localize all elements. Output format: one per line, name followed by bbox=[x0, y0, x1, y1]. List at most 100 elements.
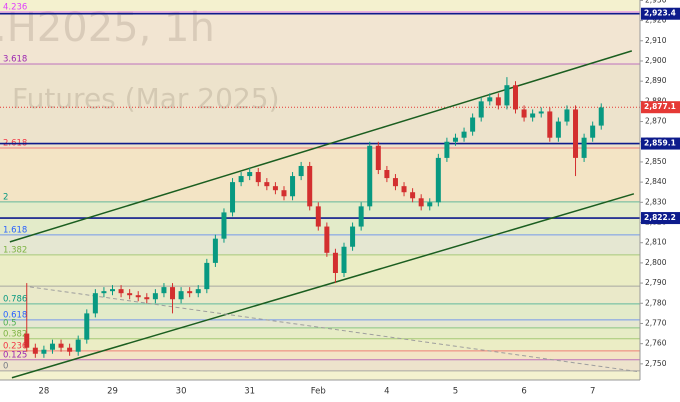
candle-body bbox=[41, 349, 47, 354]
candle-body bbox=[195, 289, 201, 294]
fib-label: 0.5 bbox=[3, 318, 17, 328]
candle-body bbox=[470, 117, 476, 132]
fib-band bbox=[0, 148, 640, 202]
fib-label: 4.236 bbox=[3, 2, 27, 12]
fib-band bbox=[0, 11, 640, 65]
watermark: Futures (Mar 2025) bbox=[12, 82, 280, 115]
y-tick-label: 2,930 bbox=[645, 0, 667, 4]
candle-body bbox=[315, 206, 321, 227]
trend-line bbox=[9, 50, 633, 243]
plot-area: 4.2363.6182.61821.6181.3820.7860.6180.50… bbox=[0, 2, 641, 379]
fib-band bbox=[0, 254, 640, 287]
candle-body bbox=[435, 157, 441, 203]
candle-body bbox=[247, 172, 253, 177]
y-tick-label: 2,920 bbox=[645, 16, 667, 25]
candle-body bbox=[307, 165, 313, 207]
candle-body bbox=[512, 85, 518, 110]
candle-body bbox=[58, 343, 64, 348]
x-tick-label: 28 bbox=[38, 387, 49, 397]
candle-body bbox=[461, 131, 467, 138]
candle-body bbox=[401, 186, 407, 193]
y-tick-label: 2,780 bbox=[645, 298, 667, 307]
fib-label: 0.236 bbox=[3, 341, 27, 351]
candle-body bbox=[75, 339, 81, 352]
candle-body bbox=[178, 291, 184, 300]
candle-body bbox=[410, 192, 416, 199]
candle-body bbox=[49, 343, 55, 350]
candle-body bbox=[555, 121, 561, 138]
fib-label: 0.125 bbox=[3, 350, 27, 360]
fib-label: 2 bbox=[3, 192, 8, 202]
fib-label: 1.382 bbox=[3, 245, 27, 255]
fib-label: 0.786 bbox=[3, 294, 27, 304]
candle-body bbox=[92, 293, 98, 314]
candle-body bbox=[384, 170, 390, 179]
x-tick-label: 29 bbox=[107, 387, 118, 397]
price-axis bbox=[640, 0, 680, 402]
candle-body bbox=[598, 107, 604, 126]
price-tag bbox=[641, 137, 680, 150]
candle-body bbox=[418, 198, 424, 207]
fib-label: 1.618 bbox=[3, 225, 27, 235]
price-tag bbox=[641, 7, 680, 20]
candle-body bbox=[573, 109, 579, 158]
price-tag-label: 2,877.1 bbox=[644, 102, 676, 111]
fib-band bbox=[0, 338, 640, 351]
candle-body bbox=[272, 186, 278, 191]
candle-body bbox=[495, 97, 501, 106]
candle-body bbox=[521, 109, 527, 118]
y-tick-label: 2,850 bbox=[645, 157, 667, 166]
candle-body bbox=[341, 246, 347, 273]
x-tick-label: 30 bbox=[176, 387, 187, 397]
candle-body bbox=[101, 291, 107, 294]
candle-body bbox=[358, 206, 364, 227]
y-tick-label: 2,810 bbox=[645, 238, 667, 247]
candle-body bbox=[367, 145, 373, 207]
candle-body bbox=[212, 238, 218, 263]
candle-body bbox=[118, 289, 124, 294]
fib-label: 0 bbox=[3, 361, 8, 371]
candle-body bbox=[504, 85, 510, 106]
x-tick-label: Feb bbox=[311, 387, 326, 397]
candle-body bbox=[538, 111, 544, 114]
x-tick-label: 4 bbox=[384, 387, 389, 397]
candle-body bbox=[24, 333, 30, 348]
x-tick-label: 6 bbox=[521, 387, 526, 397]
fib-band bbox=[0, 64, 640, 149]
y-tick-label: 2,760 bbox=[645, 339, 667, 348]
price-tag-label: 2,923.4 bbox=[644, 9, 676, 18]
fib-band bbox=[0, 303, 640, 320]
y-tick-label: 2,880 bbox=[645, 96, 667, 105]
candle-body bbox=[392, 178, 398, 187]
candle-body bbox=[530, 113, 536, 118]
candle-body bbox=[324, 226, 330, 253]
candle-body bbox=[590, 125, 596, 138]
candle-body bbox=[281, 190, 287, 197]
y-tick-label: 2,770 bbox=[645, 318, 667, 327]
candle-body bbox=[109, 289, 115, 292]
y-tick-label: 2,870 bbox=[645, 117, 667, 126]
candle-body bbox=[350, 226, 356, 247]
candle-body bbox=[187, 291, 193, 294]
price-tag-label: 2,822.2 bbox=[644, 213, 676, 222]
candle-body bbox=[84, 313, 90, 340]
candle-body bbox=[375, 145, 381, 171]
y-tick-label: 2,890 bbox=[645, 76, 667, 85]
trend-line bbox=[11, 193, 635, 379]
y-tick-label: 2,830 bbox=[645, 197, 667, 206]
candle-body bbox=[444, 141, 450, 158]
candle-body bbox=[204, 262, 210, 290]
price-tag bbox=[641, 212, 680, 225]
candle-body bbox=[298, 165, 304, 177]
candle-body bbox=[144, 297, 150, 300]
candle-body bbox=[427, 202, 433, 207]
y-tick-label: 2,840 bbox=[645, 177, 667, 186]
candle-body bbox=[238, 176, 244, 183]
candle-body bbox=[221, 212, 227, 239]
x-tick-label: 5 bbox=[453, 387, 458, 397]
fib-label: 3.618 bbox=[3, 55, 27, 65]
candle-body bbox=[32, 347, 38, 354]
candle-body bbox=[581, 137, 587, 158]
